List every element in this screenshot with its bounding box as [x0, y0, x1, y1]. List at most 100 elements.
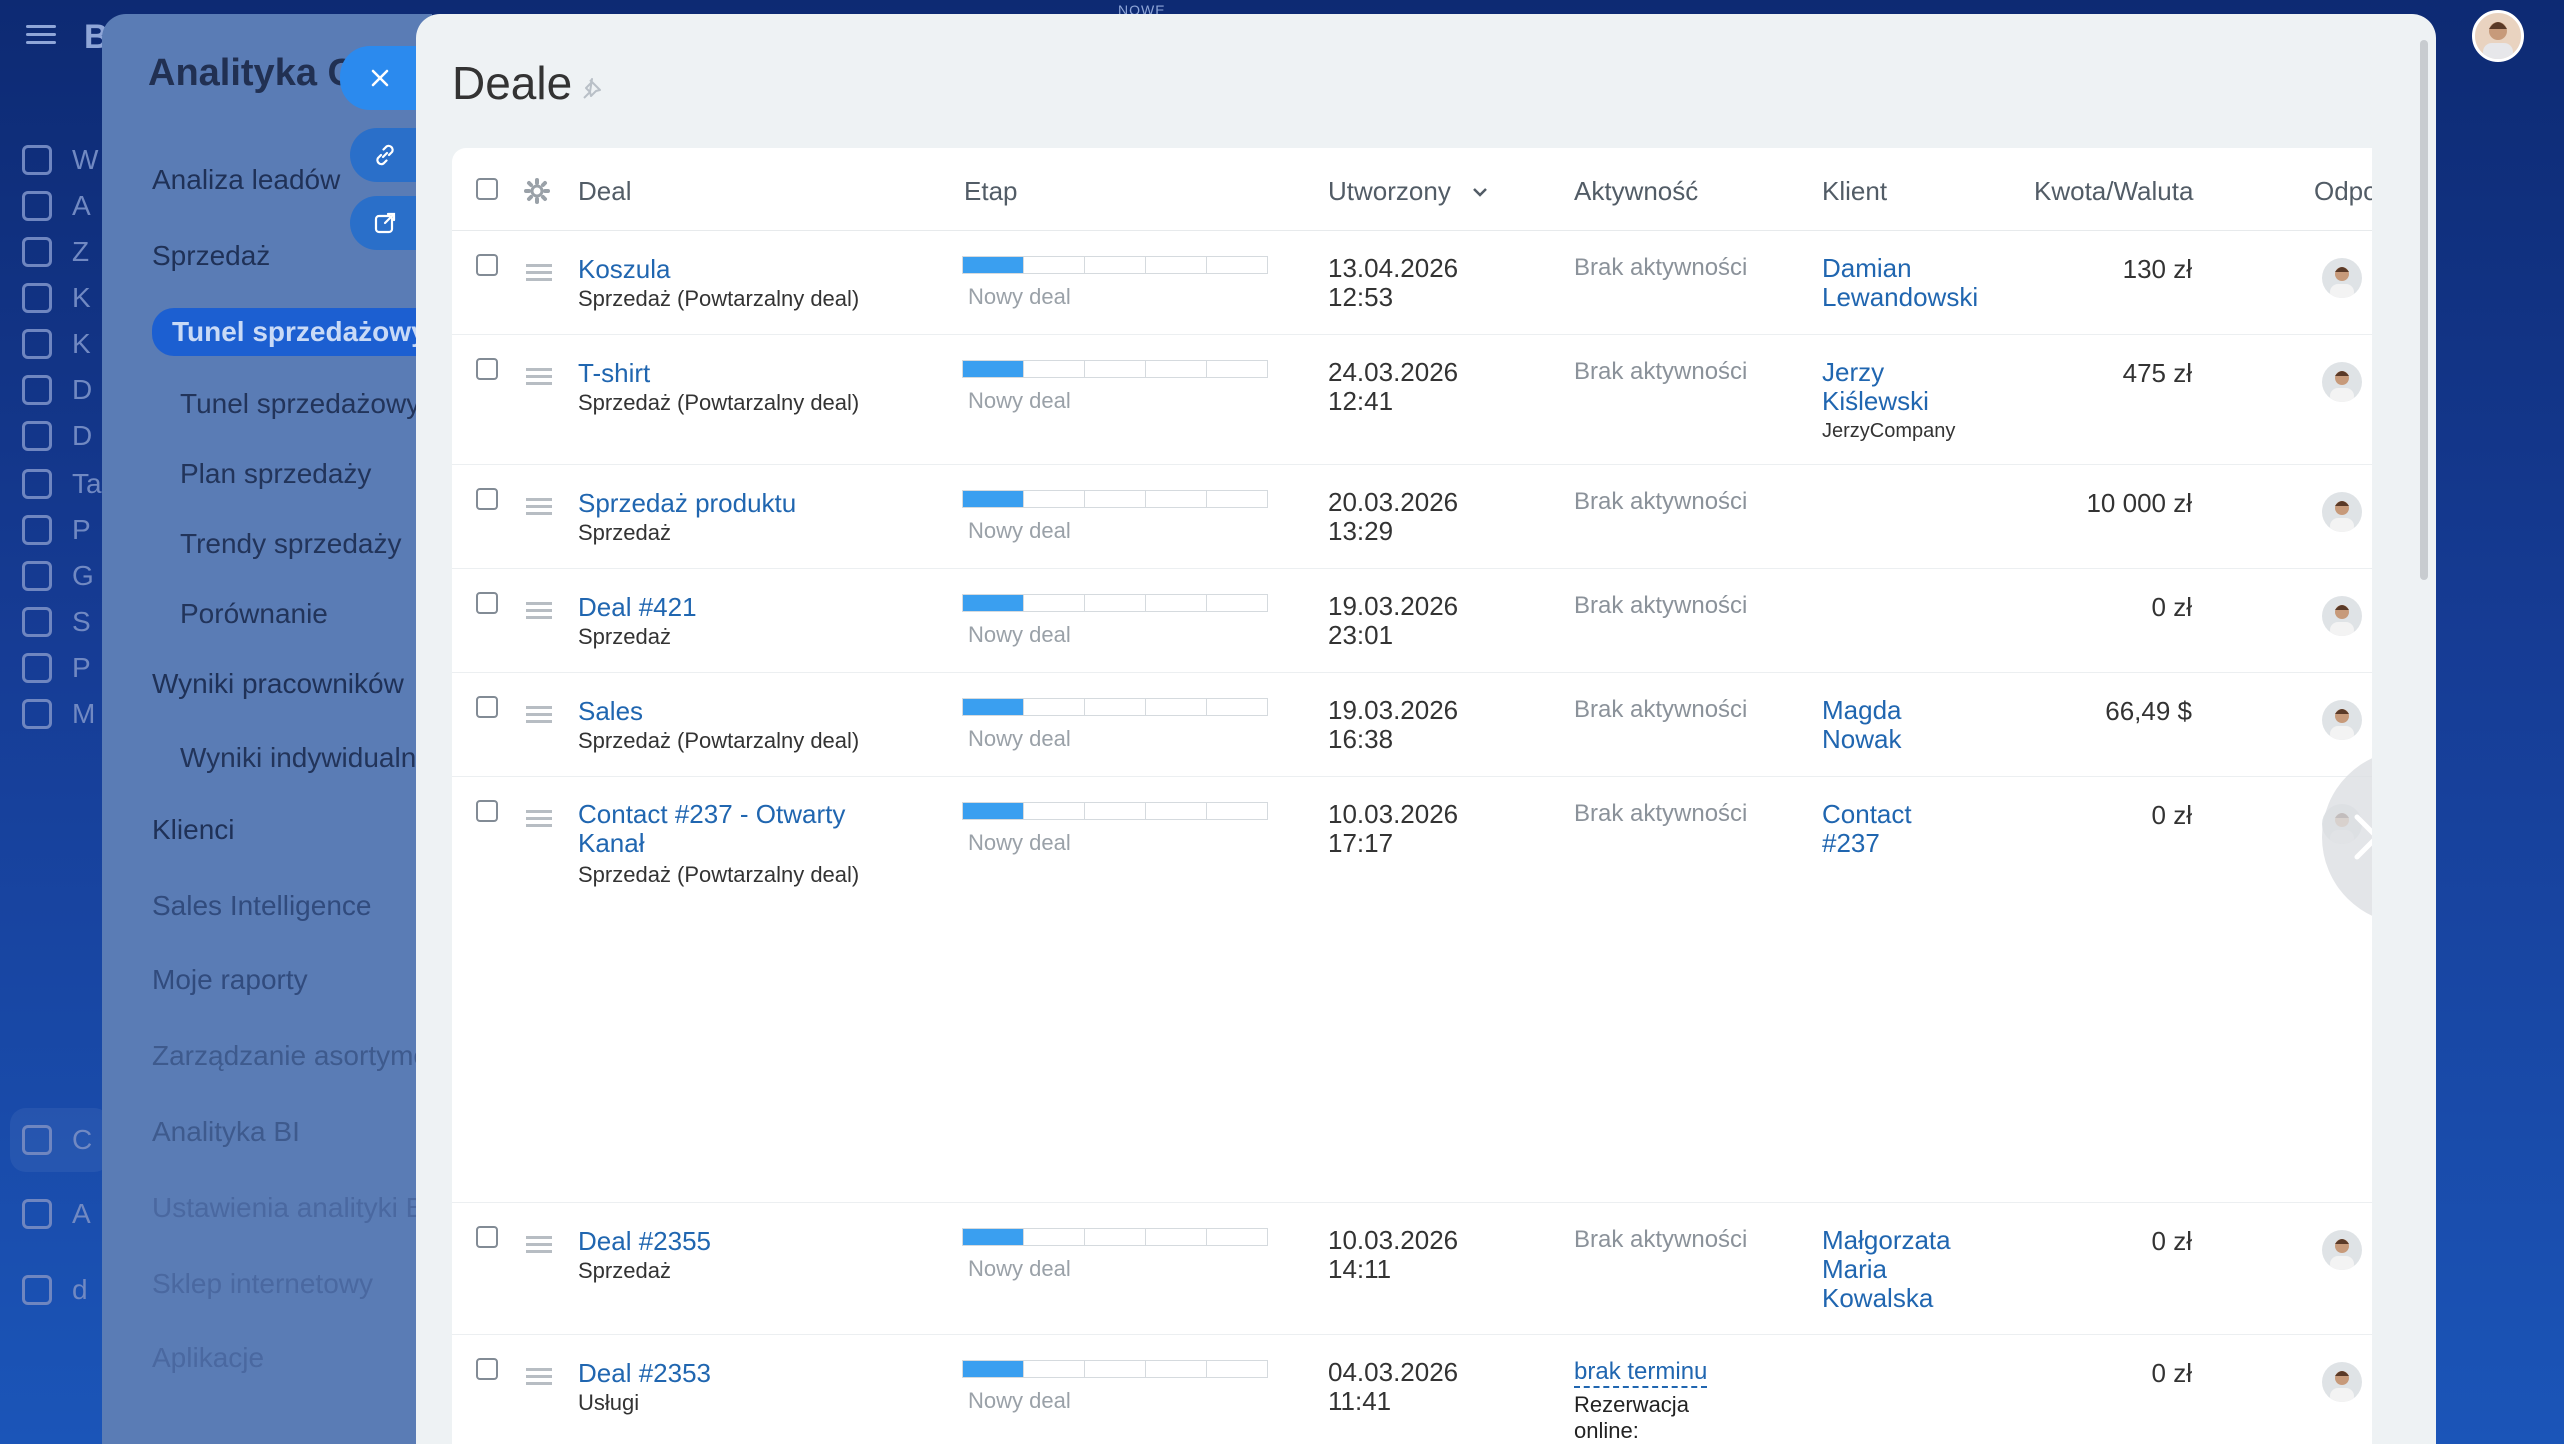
stage-progress[interactable] — [962, 360, 1268, 378]
row-checkbox[interactable] — [476, 1358, 498, 1380]
row-checkbox[interactable] — [476, 696, 498, 718]
rail-item[interactable]: K — [22, 324, 112, 364]
rail-item[interactable]: Ta — [22, 464, 112, 504]
owner-avatar[interactable] — [2322, 700, 2362, 740]
deal-name-link[interactable]: Deal #2355 — [578, 1226, 711, 1256]
menu-subitem[interactable]: Plan sprzedaży — [180, 458, 372, 489]
rail-item-active[interactable]: C — [10, 1108, 110, 1172]
deal-name-link[interactable]: Sales — [578, 696, 644, 726]
owner-avatar[interactable] — [2322, 362, 2362, 402]
drag-handle-icon[interactable] — [526, 1236, 552, 1253]
deal-name-link[interactable]: T-shirt — [578, 358, 651, 388]
row-checkbox[interactable] — [476, 592, 498, 614]
rail-item[interactable]: S — [22, 602, 112, 642]
open-new-window-button[interactable] — [350, 196, 420, 250]
sort-chevron-down-icon[interactable] — [1472, 186, 1488, 198]
table-row[interactable]: T-shirt Sprzedaż (Powtarzalny deal) Nowy… — [452, 334, 2372, 465]
row-checkbox[interactable] — [476, 1226, 498, 1248]
deal-name-link[interactable]: Koszula — [578, 254, 671, 284]
table-row[interactable]: Deal #421 Sprzedaż Nowy deal 19.03.2026 2… — [452, 568, 2372, 673]
drag-handle-icon[interactable] — [526, 368, 552, 385]
row-checkbox[interactable] — [476, 254, 498, 276]
deal-name-link[interactable]: Deal #2353 — [578, 1358, 711, 1388]
scrollbar[interactable] — [2420, 40, 2428, 580]
drag-handle-icon[interactable] — [526, 498, 552, 515]
rail-item[interactable]: K — [22, 278, 112, 318]
deal-name-link[interactable]: Sprzedaż produktu — [578, 488, 797, 518]
copy-link-button[interactable] — [350, 128, 420, 182]
rail-item[interactable]: d — [22, 1270, 112, 1310]
stage-progress[interactable] — [962, 1228, 1268, 1246]
activity-status[interactable]: Brak aktywności — [1574, 800, 1748, 827]
menu-item[interactable]: Wyniki pracowników — [152, 668, 404, 699]
rail-item[interactable]: A — [22, 186, 112, 226]
activity-deadline-link[interactable]: brak terminu — [1574, 1358, 1708, 1388]
stage-progress[interactable] — [962, 490, 1268, 508]
activity-status[interactable]: Brak aktywności — [1574, 488, 1748, 515]
owner-avatar[interactable] — [2322, 258, 2362, 298]
rail-item[interactable]: A — [22, 1194, 112, 1234]
client-link[interactable]: Damian Lewandowski — [1822, 254, 1978, 312]
menu-item[interactable]: Sklep internetowy — [152, 1268, 374, 1299]
menu-item[interactable]: Klienci — [152, 814, 235, 845]
activity-status[interactable]: Brak aktywności — [1574, 254, 1748, 281]
owner-avatar[interactable] — [2322, 492, 2362, 532]
stage-progress[interactable] — [962, 1360, 1268, 1378]
column-header-deal[interactable]: Deal — [578, 176, 632, 206]
column-header-created[interactable]: Utworzony — [1328, 176, 1451, 206]
user-avatar[interactable] — [2472, 10, 2524, 62]
column-header-stage[interactable]: Etap — [964, 176, 1018, 206]
table-row[interactable]: Contact #237 - Otwarty Kanał Sprzedaż (Po… — [452, 776, 2372, 1203]
rail-item[interactable]: Z — [22, 232, 112, 272]
drag-handle-icon[interactable] — [526, 706, 552, 723]
stage-progress[interactable] — [962, 698, 1268, 716]
table-row[interactable]: Koszula Sprzedaż (Powtarzalny deal) Nowy… — [452, 230, 2372, 335]
menu-item[interactable]: Analiza leadów — [152, 164, 341, 195]
row-checkbox[interactable] — [476, 488, 498, 510]
drag-handle-icon[interactable] — [526, 602, 552, 619]
menu-item[interactable]: Sprzedaż — [152, 240, 271, 271]
deal-name-link[interactable]: Contact #237 - Otwarty Kanał — [578, 800, 845, 858]
column-header-owner[interactable]: Odpo — [2314, 176, 2372, 206]
activity-status[interactable]: Brak aktywności — [1574, 1226, 1748, 1253]
menu-item-active[interactable]: Tunel sprzedażowy — [152, 308, 432, 356]
row-checkbox[interactable] — [476, 358, 498, 380]
gear-icon[interactable] — [524, 178, 550, 204]
menu-subitem[interactable]: Tunel sprzedażowy — [180, 388, 421, 419]
client-link[interactable]: Magda Nowak — [1822, 696, 1902, 754]
rail-item[interactable]: D — [22, 370, 112, 410]
rail-item[interactable]: P — [22, 510, 112, 550]
drag-handle-icon[interactable] — [526, 810, 552, 827]
owner-avatar[interactable] — [2322, 596, 2362, 636]
drag-handle-icon[interactable] — [526, 264, 552, 281]
column-header-activity[interactable]: Aktywność — [1574, 176, 1699, 206]
menu-subitem[interactable]: Wyniki indywidualne — [180, 742, 432, 773]
select-all-checkbox[interactable] — [476, 178, 498, 200]
drag-handle-icon[interactable] — [526, 1368, 552, 1385]
menu-item[interactable]: Analityka BI — [152, 1116, 300, 1147]
menu-subitem[interactable]: Trendy sprzedaży — [180, 528, 402, 559]
table-row[interactable]: Deal #2355 Sprzedaż Nowy deal 10.03.2026… — [452, 1202, 2372, 1335]
rail-item[interactable]: W — [22, 140, 112, 180]
menu-subitem[interactable]: Porównanie — [180, 598, 328, 629]
menu-item[interactable]: Ustawienia analityki BI — [152, 1192, 432, 1223]
table-row[interactable]: Sprzedaż produktu Sprzedaż Nowy deal 20.… — [452, 464, 2372, 569]
owner-avatar[interactable] — [2322, 1362, 2362, 1402]
deal-name-link[interactable]: Deal #421 — [578, 592, 697, 622]
client-link[interactable]: Contact #237 — [1822, 800, 1912, 858]
stage-progress[interactable] — [962, 594, 1268, 612]
menu-item[interactable]: Moje raporty — [152, 964, 308, 995]
activity-status[interactable]: Brak aktywności — [1574, 696, 1748, 723]
menu-item[interactable]: Zarządzanie asortymentem — [152, 1040, 432, 1071]
menu-item[interactable]: Sales Intelligence — [152, 890, 372, 921]
row-checkbox[interactable] — [476, 800, 498, 822]
activity-status[interactable]: Brak aktywności — [1574, 592, 1748, 619]
rail-item[interactable]: M — [22, 694, 112, 734]
stage-progress[interactable] — [962, 802, 1268, 820]
client-link[interactable]: Jerzy Kiślewski — [1822, 358, 1929, 416]
close-slider-button[interactable] — [340, 46, 420, 110]
owner-avatar[interactable] — [2322, 1230, 2362, 1270]
column-header-client[interactable]: Klient — [1822, 176, 1888, 206]
rail-item[interactable]: G — [22, 556, 112, 596]
activity-status[interactable]: Brak aktywności — [1574, 358, 1748, 385]
